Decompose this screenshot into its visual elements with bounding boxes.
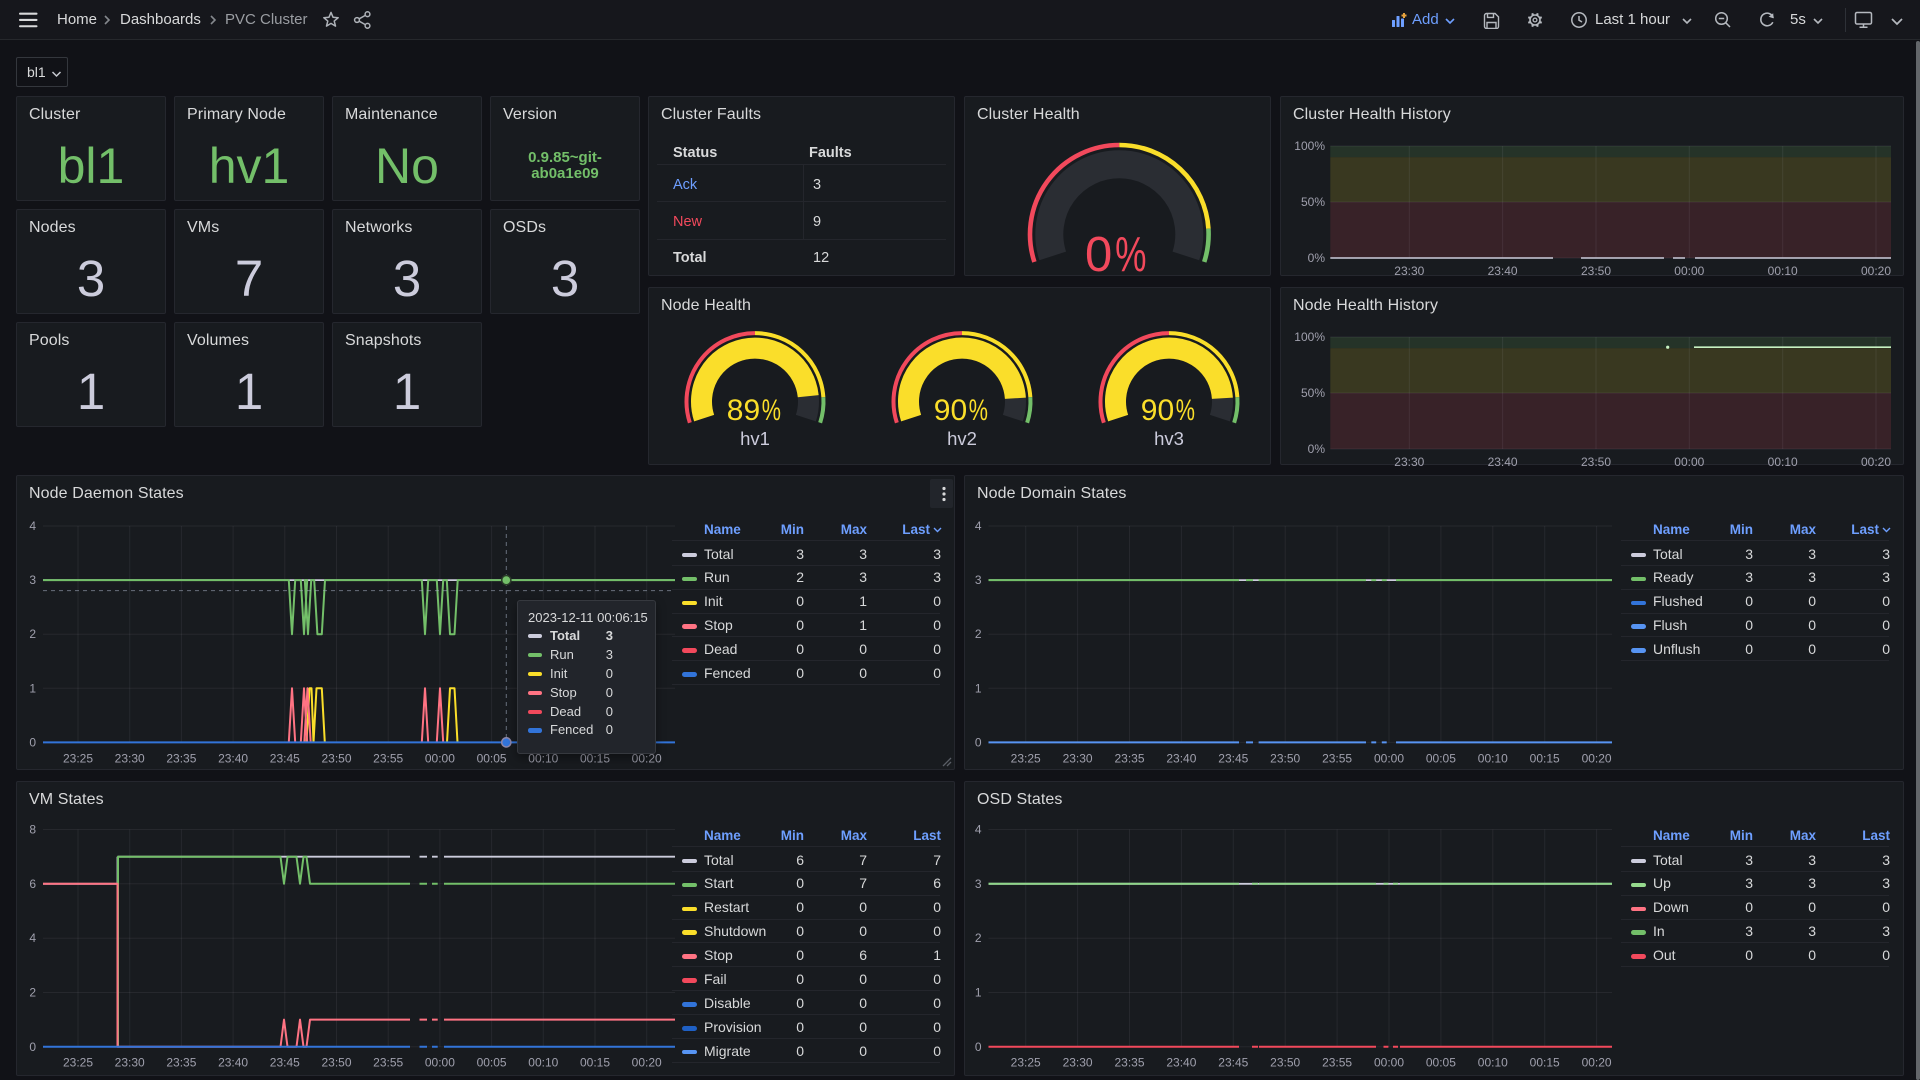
svg-text:23:30: 23:30 — [1394, 264, 1424, 277]
svg-text:23:35: 23:35 — [166, 752, 196, 766]
svg-text:00:10: 00:10 — [1478, 752, 1508, 766]
svg-text:23:30: 23:30 — [1063, 752, 1093, 766]
svg-text:4: 4 — [975, 519, 982, 533]
svg-text:23:40: 23:40 — [218, 1056, 248, 1070]
svg-text:23:40: 23:40 — [1488, 455, 1518, 466]
svg-text:23:25: 23:25 — [1011, 752, 1041, 766]
svg-text:100%: 100% — [1294, 139, 1325, 153]
svg-text:23:45: 23:45 — [270, 1056, 300, 1070]
svg-text:00:10: 00:10 — [528, 752, 558, 766]
svg-text:2: 2 — [975, 931, 982, 945]
svg-text:3: 3 — [975, 877, 982, 891]
svg-text:00:10: 00:10 — [1478, 1056, 1508, 1070]
svg-text:0%: 0% — [1308, 251, 1326, 265]
svg-text:23:40: 23:40 — [218, 752, 248, 766]
svg-text:23:55: 23:55 — [373, 1056, 403, 1070]
svg-text:00:10: 00:10 — [1768, 455, 1798, 466]
svg-text:4: 4 — [29, 519, 36, 533]
svg-text:00:20: 00:20 — [632, 1056, 662, 1070]
svg-text:23:35: 23:35 — [166, 1056, 196, 1070]
svg-text:00:05: 00:05 — [1426, 1056, 1456, 1070]
svg-text:4: 4 — [975, 823, 982, 837]
svg-text:00:00: 00:00 — [1374, 752, 1404, 766]
svg-text:00:00: 00:00 — [1674, 264, 1704, 277]
svg-text:00:20: 00:20 — [632, 752, 662, 766]
svg-text:23:35: 23:35 — [1114, 1056, 1144, 1070]
svg-text:50%: 50% — [1301, 195, 1325, 209]
svg-text:0%: 0% — [1308, 442, 1326, 456]
svg-text:00:00: 00:00 — [1674, 455, 1704, 466]
svg-text:0: 0 — [975, 1040, 982, 1054]
svg-text:4: 4 — [29, 931, 36, 945]
svg-text:0: 0 — [975, 735, 982, 749]
svg-text:23:30: 23:30 — [1394, 455, 1424, 466]
svg-text:23:50: 23:50 — [1270, 1056, 1300, 1070]
svg-text:23:55: 23:55 — [1322, 1056, 1352, 1070]
svg-text:23:35: 23:35 — [1114, 752, 1144, 766]
svg-text:00:15: 00:15 — [1530, 752, 1560, 766]
svg-text:23:25: 23:25 — [63, 1056, 93, 1070]
svg-text:23:40: 23:40 — [1166, 1056, 1196, 1070]
svg-text:00:10: 00:10 — [1768, 264, 1798, 277]
svg-text:1: 1 — [975, 681, 982, 695]
svg-text:23:40: 23:40 — [1166, 752, 1196, 766]
svg-text:23:25: 23:25 — [63, 752, 93, 766]
svg-text:23:50: 23:50 — [321, 752, 351, 766]
svg-text:23:40: 23:40 — [1488, 264, 1518, 277]
svg-text:00:00: 00:00 — [1374, 1056, 1404, 1070]
svg-text:2: 2 — [975, 627, 982, 641]
svg-text:8: 8 — [29, 823, 36, 837]
svg-text:00:05: 00:05 — [1426, 752, 1456, 766]
svg-text:00:20: 00:20 — [1582, 752, 1612, 766]
svg-text:0: 0 — [29, 1040, 36, 1054]
svg-text:23:50: 23:50 — [1581, 455, 1611, 466]
svg-text:00:15: 00:15 — [1530, 1056, 1560, 1070]
svg-text:1: 1 — [975, 986, 982, 1000]
svg-text:23:25: 23:25 — [1011, 1056, 1041, 1070]
svg-text:23:30: 23:30 — [1063, 1056, 1093, 1070]
svg-text:00:15: 00:15 — [580, 1056, 610, 1070]
svg-text:23:45: 23:45 — [1218, 752, 1248, 766]
svg-text:1: 1 — [29, 681, 36, 695]
svg-text:00:20: 00:20 — [1861, 264, 1891, 277]
svg-text:2: 2 — [29, 627, 36, 641]
svg-text:3: 3 — [29, 573, 36, 587]
svg-text:6: 6 — [29, 877, 36, 891]
svg-text:00:00: 00:00 — [425, 1056, 455, 1070]
svg-text:23:50: 23:50 — [1581, 264, 1611, 277]
svg-text:00:00: 00:00 — [425, 752, 455, 766]
svg-text:50%: 50% — [1301, 386, 1325, 400]
svg-text:00:10: 00:10 — [528, 1056, 558, 1070]
svg-text:23:30: 23:30 — [115, 752, 145, 766]
svg-text:23:50: 23:50 — [1270, 752, 1300, 766]
svg-text:100%: 100% — [1294, 330, 1325, 344]
svg-text:23:45: 23:45 — [270, 752, 300, 766]
svg-text:23:55: 23:55 — [373, 752, 403, 766]
svg-text:00:20: 00:20 — [1861, 455, 1891, 466]
svg-text:00:20: 00:20 — [1582, 1056, 1612, 1070]
svg-text:00:05: 00:05 — [477, 752, 507, 766]
svg-text:3: 3 — [975, 573, 982, 587]
svg-text:23:45: 23:45 — [1218, 1056, 1248, 1070]
svg-text:2: 2 — [29, 986, 36, 1000]
svg-text:23:30: 23:30 — [115, 1056, 145, 1070]
svg-text:00:15: 00:15 — [580, 752, 610, 766]
svg-text:23:50: 23:50 — [321, 1056, 351, 1070]
svg-text:23:55: 23:55 — [1322, 752, 1352, 766]
svg-text:0: 0 — [29, 735, 36, 749]
svg-text:00:05: 00:05 — [477, 1056, 507, 1070]
